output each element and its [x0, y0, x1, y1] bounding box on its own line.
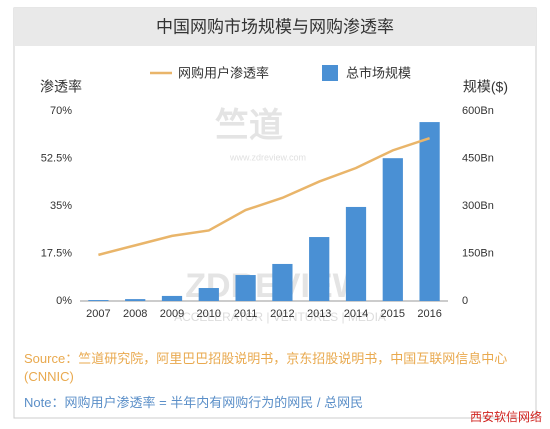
y-tick-label: 70% — [50, 105, 72, 117]
y-tick-label: 35% — [50, 200, 72, 212]
bar — [382, 158, 403, 301]
y-axis-label: 渗透率 — [40, 79, 82, 95]
y2-tick-label: 600Bn — [462, 105, 494, 117]
credit: 西安软信网络 — [469, 410, 542, 424]
bar — [161, 295, 183, 301]
y-tick-label: 0% — [56, 295, 72, 307]
chart-title: 中国网购市场规模与网购渗透率 — [156, 17, 394, 36]
x-tick-label: 2011 — [234, 308, 258, 320]
legend-swatch — [322, 65, 338, 81]
x-tick-label: 2013 — [307, 308, 331, 320]
legend-label: 总市场规模 — [346, 65, 411, 80]
x-tick-label: 2007 — [86, 308, 110, 320]
bar — [309, 237, 330, 301]
y2-tick-label: 450Bn — [462, 152, 494, 164]
y2-tick-label: 300Bn — [462, 200, 494, 212]
watermark: ACCELERATOR | VENTURES | MEDIA — [174, 310, 386, 324]
legend-label: 网购用户渗透率 — [178, 65, 269, 80]
source: Source：竺道研究院，阿里巴巴招股说明书，京东招股说明书，中国互联网信息中心… — [24, 351, 508, 384]
frame — [13, 7, 537, 419]
x-tick-label: 2010 — [197, 308, 221, 320]
y2-tick-label: 0 — [462, 295, 468, 307]
y-tick-label: 52.5% — [41, 152, 72, 164]
watermark: 竺道 — [215, 107, 283, 145]
bar — [419, 122, 440, 301]
x-tick-label: 2012 — [270, 308, 294, 320]
x-tick-label: 2014 — [344, 308, 368, 320]
bar — [125, 299, 146, 301]
note: Note：网购用户渗透率 = 半年内有网购行为的网民 / 总网民 — [24, 395, 364, 410]
title-bar — [14, 8, 536, 46]
x-tick-label: 2009 — [160, 308, 184, 320]
bar — [345, 206, 367, 301]
bar — [198, 288, 219, 301]
bar — [88, 300, 109, 301]
bar — [235, 275, 256, 301]
bar — [272, 263, 293, 301]
line — [98, 136, 430, 257]
y-tick-label: 17.5% — [41, 247, 72, 259]
y2-tick-label: 150Bn — [462, 247, 494, 259]
x-tick-label: 2016 — [417, 308, 441, 320]
watermark: www.zdreview.com — [229, 152, 306, 162]
x-tick-label: 2008 — [123, 308, 147, 320]
y2-axis-label: 规模($) — [463, 79, 508, 95]
x-tick-label: 2015 — [381, 308, 405, 320]
